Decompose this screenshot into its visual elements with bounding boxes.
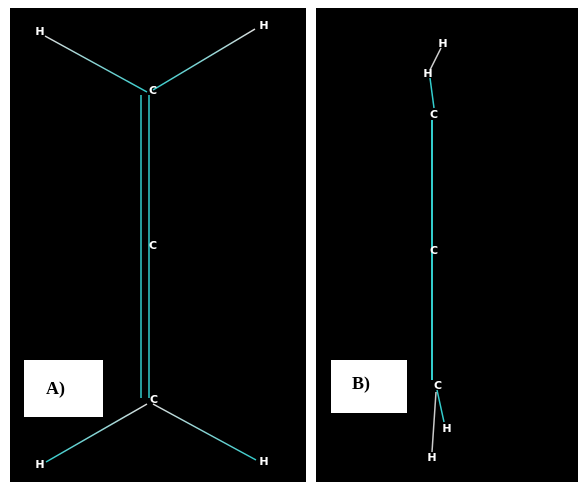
- atom-label: C: [150, 393, 158, 406]
- atom-label: C: [430, 244, 438, 257]
- panel-label: A): [46, 378, 65, 399]
- atom-label: C: [434, 379, 442, 392]
- atom-label: H: [423, 67, 432, 80]
- atom-label: H: [259, 455, 268, 468]
- panel-b: H H C C C H H B): [316, 8, 578, 482]
- panel-a: H H C C C H H A): [10, 8, 306, 482]
- atom-label: H: [438, 37, 447, 50]
- atom-label: H: [442, 422, 451, 435]
- atom-label: C: [149, 239, 157, 252]
- atom-label: H: [259, 19, 268, 32]
- atom-label: H: [35, 25, 44, 38]
- atom-label: C: [430, 108, 438, 121]
- atom-label: H: [427, 451, 436, 464]
- atom-label: H: [35, 458, 44, 471]
- panel-label: B): [352, 373, 370, 394]
- atom-label: C: [149, 84, 157, 97]
- figure: H H C C C H H A) H H C C C H H B): [0, 0, 584, 487]
